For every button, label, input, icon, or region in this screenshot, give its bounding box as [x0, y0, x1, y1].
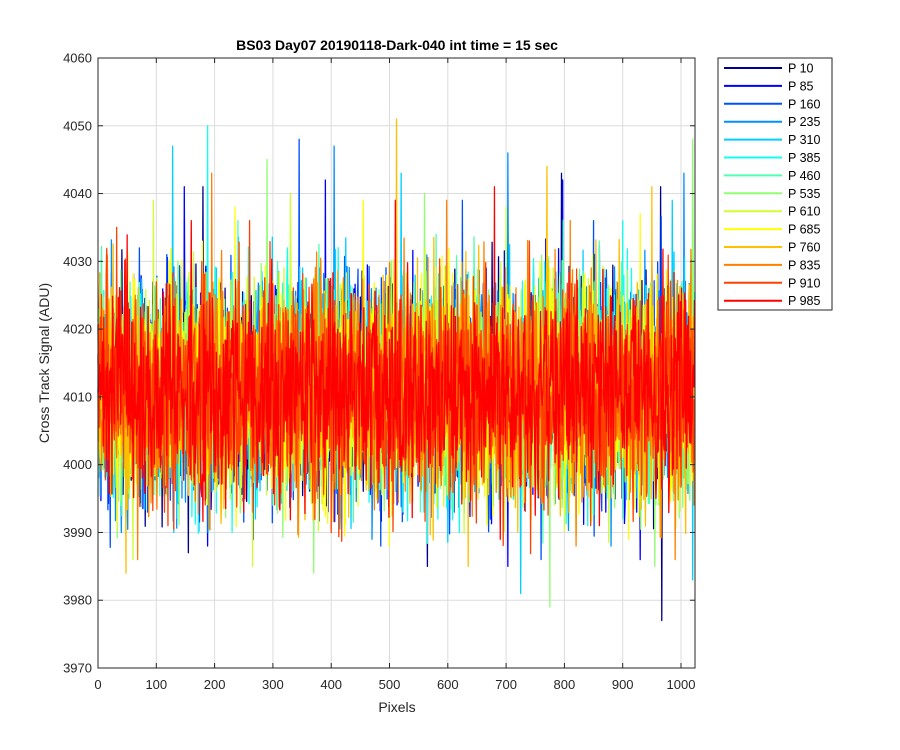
- legend-label: P 85: [788, 79, 814, 93]
- chart-title: BS03 Day07 20190118-Dark-040 int time = …: [236, 37, 558, 53]
- x-tick-label: 600: [437, 677, 459, 692]
- legend-entry: P 10: [724, 62, 814, 76]
- legend-label: P 10: [788, 62, 814, 76]
- axes-box: [97, 57, 696, 669]
- x-tick-label: 500: [379, 677, 401, 692]
- legend-label: P 985: [788, 294, 820, 308]
- x-tick-label: 1000: [667, 677, 696, 692]
- y-tick-label: 4020: [63, 322, 92, 337]
- legend-label: P 235: [788, 115, 820, 129]
- legend-entry: P 385: [724, 151, 820, 165]
- y-axis-title: Cross Track Signal (ADU): [36, 283, 52, 443]
- legend-entry: P 985: [724, 294, 820, 308]
- legend-label: P 535: [788, 187, 820, 201]
- x-tick-label: 400: [320, 677, 342, 692]
- y-tick-label: 4060: [63, 51, 92, 66]
- plot-area: [97, 118, 696, 622]
- legend-label: P 460: [788, 169, 820, 183]
- legend-label: P 310: [788, 133, 820, 147]
- y-tick-label: 4030: [63, 254, 92, 269]
- axis-ticks: 0 100 200 300 400 500 600 700 800 900 1000 3970 3980…: [63, 51, 695, 693]
- legend-label: P 610: [788, 205, 820, 219]
- y-tick-label: 4050: [63, 118, 92, 133]
- legend-entry: P 760: [724, 241, 820, 255]
- x-tick-label: 700: [495, 677, 517, 692]
- y-tick-label: 3990: [63, 525, 92, 540]
- x-axis-title: Pixels: [378, 699, 415, 715]
- legend-label: P 685: [788, 223, 820, 237]
- legend-label: P 385: [788, 151, 820, 165]
- x-tick-label: 800: [554, 677, 576, 692]
- series-line-p-985: [97, 186, 696, 540]
- legend-entry: P 610: [724, 205, 820, 219]
- y-tick-label: 4000: [63, 457, 92, 472]
- legend-entry: P 535: [724, 187, 820, 201]
- legend-box: [717, 57, 833, 311]
- legend-label: P 910: [788, 276, 820, 290]
- legend-label: P 760: [788, 241, 820, 255]
- y-tick-label: 4010: [63, 389, 92, 404]
- legend-entry: P 235: [724, 115, 820, 129]
- legend-entry: P 685: [724, 223, 820, 237]
- legend: P 10 P 85 P 160 P 235 P 310 P 385 P 460 P 535 P …: [717, 57, 833, 311]
- x-tick-label: 0: [94, 677, 101, 692]
- legend-entry: P 835: [724, 258, 820, 272]
- x-tick-label: 100: [145, 677, 167, 692]
- x-tick-label: 200: [204, 677, 226, 692]
- y-tick-label: 3970: [63, 661, 92, 676]
- y-tick-label: 4040: [63, 186, 92, 201]
- legend-entry: P 85: [724, 79, 814, 93]
- legend-entry: P 310: [724, 133, 820, 147]
- legend-label: P 160: [788, 97, 820, 111]
- legend-entry: P 910: [724, 276, 820, 290]
- x-tick-label: 900: [612, 677, 634, 692]
- legend-label: P 835: [788, 258, 820, 272]
- legend-entry: P 460: [724, 169, 820, 183]
- x-tick-label: 300: [262, 677, 284, 692]
- legend-entry: P 160: [724, 97, 820, 111]
- y-tick-label: 3980: [63, 593, 92, 608]
